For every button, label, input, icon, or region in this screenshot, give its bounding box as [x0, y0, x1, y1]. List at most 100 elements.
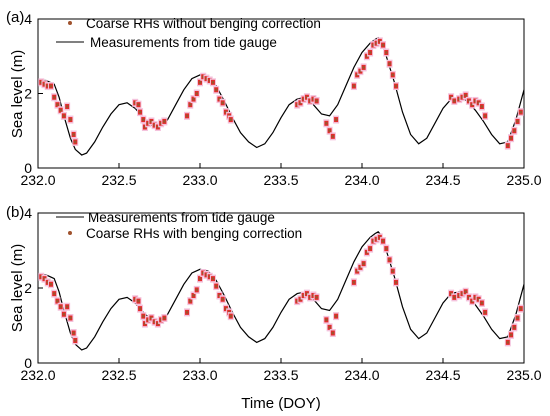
panel-b-data-point	[52, 292, 56, 296]
panel-b-data-point	[394, 280, 398, 284]
panel-a-y-tick-label: 2	[24, 86, 32, 102]
panel-a-plot-area: 232.0 232.5 233.0 233.5 234.0 234.5 235.0 0 2 4	[20, 11, 541, 188]
panel-b-data-point	[62, 312, 66, 316]
panel-b-y-tick-label: 2	[24, 280, 32, 296]
panel-b-x-tick-label: 233.5	[263, 367, 298, 383]
panel-b-x-tick-label: 235.0	[506, 367, 541, 383]
panel-a-label: (a)	[6, 9, 24, 26]
panel-a-data-point	[512, 129, 516, 133]
panel-b-data-point	[138, 307, 142, 311]
panel-b-data-point	[56, 299, 59, 303]
panel-a-data-point	[198, 80, 202, 84]
panel-a-x-tick-label: 232.5	[101, 172, 136, 188]
panel-b-series-line-tide-gauge	[38, 231, 525, 351]
panel-b-data-point	[509, 333, 513, 337]
panel-a-x-tick-label: 233.5	[263, 172, 298, 188]
panel-a-y-tick-label: 4	[24, 11, 32, 27]
panel-a-x-tick-label: 235.0	[506, 172, 541, 188]
panel-a-data-point	[464, 93, 468, 97]
panel-b-data-point	[334, 314, 338, 318]
panel-b-data-point	[229, 314, 233, 318]
panel-a-data-point	[362, 66, 366, 69]
panel-a-data-point	[137, 103, 140, 107]
panel-a-data-point	[195, 92, 199, 95]
panel-a-data-point	[506, 144, 510, 148]
panel-a-data-point	[509, 136, 513, 140]
panel-a-data-point	[62, 114, 66, 118]
panel-a-data-point	[73, 140, 77, 144]
panel-a-data-point	[211, 80, 215, 84]
panel-b-x-tick-label: 233.0	[182, 367, 217, 383]
panel-b: (b) Sea level (m) Time (DOY) 232.0 232.5 2…	[6, 204, 542, 412]
panel-a-data-point	[49, 84, 53, 88]
panel-b-data-point	[185, 310, 189, 314]
panel-a-series-line-tide-gauge	[38, 36, 525, 156]
panel-a-data-point	[162, 120, 166, 123]
panel-b-x-tick-label: 234.5	[425, 367, 460, 383]
panel-a-data-point	[381, 43, 385, 47]
panel-a-data-point	[214, 88, 218, 92]
panel-b-data-point	[388, 258, 391, 262]
panel-a-data-point	[192, 97, 195, 101]
panel-a-data-point	[138, 110, 142, 114]
panel-b-data-point	[483, 310, 487, 314]
panel-b-legend-label-line: Measurements from tide gauge	[88, 210, 275, 225]
panel-a-data-point	[221, 101, 225, 105]
panel-a-legend-marker-points	[68, 21, 72, 25]
panel-b-data-point	[324, 318, 328, 322]
panel-a-x-tick-label: 234.5	[425, 172, 460, 188]
panel-b-legend-label-points: Coarse RHs with benging correction	[86, 226, 302, 241]
panel-b-data-point	[211, 277, 215, 281]
panel-a-data-point	[519, 110, 523, 114]
panel-a-data-point	[384, 51, 388, 54]
panel-b-data-point	[198, 277, 202, 281]
panel-b-data-point	[73, 339, 77, 342]
panel-b-data-point	[464, 290, 468, 294]
panel-a-data-point	[65, 105, 69, 108]
panel-b-data-point	[480, 301, 484, 305]
panel-a-data-point	[72, 133, 76, 136]
panel-a-y-tick-label: 0	[24, 160, 32, 176]
panel-b-label: (b)	[6, 204, 24, 221]
panel-a-data-point	[516, 120, 519, 123]
panel-b-data-point	[519, 307, 523, 311]
panel-b-legend: Measurements from tide gauge Coarse RHs …	[56, 210, 302, 241]
panel-a-data-point	[141, 118, 145, 121]
panel-b-data-point	[315, 295, 319, 299]
panel-b-data-point	[195, 288, 199, 292]
panel-b-data-point	[214, 284, 218, 288]
panel-a-data-point	[315, 99, 319, 103]
panel-b-y-tick-label: 4	[24, 205, 32, 221]
panel-a-data-point	[483, 114, 487, 118]
panel-a-x-tick-label: 232.0	[20, 172, 55, 188]
panel-a-y-axis-title: Sea level (m)	[9, 50, 26, 138]
panel-a-data-point	[188, 103, 192, 107]
panel-a-x-tick-label: 233.0	[182, 172, 217, 188]
panel-b-data-point	[368, 247, 372, 251]
panel-b-data-point	[59, 305, 63, 309]
panel-b-plot-area: 232.0 232.5 233.0 233.5 234.0 234.5 235.0 0 2 4	[20, 205, 541, 383]
panel-a-x-tick-label: 234.0	[344, 172, 379, 188]
panel-a: (a) Sea level (m) 232.0 232.5 233.0 233.5 23…	[6, 9, 542, 188]
panel-b-y-axis-title: Sea level (m)	[9, 244, 26, 332]
panel-b-data-point	[362, 262, 366, 266]
panel-b-data-point	[49, 282, 53, 286]
panel-b-data-point	[188, 299, 192, 303]
panel-b-x-tick-label: 234.0	[344, 367, 379, 383]
panel-b-data-point	[384, 247, 388, 251]
panel-a-legend-label-points: Coarse RHs without benging correction	[86, 16, 321, 31]
panel-b-data-point	[69, 316, 72, 320]
panel-a-legend-label-line: Measurements from tide gauge	[90, 35, 277, 50]
panel-b-legend-marker-points	[68, 231, 72, 235]
panel-b-data-point	[192, 294, 195, 297]
panel-a-data-point	[324, 121, 328, 125]
panel-b-data-point	[352, 280, 356, 284]
panel-a-data-point	[69, 118, 72, 121]
panel-b-data-point	[221, 297, 225, 301]
panel-b-data-point	[137, 299, 140, 303]
panel-b-x-tick-label: 232.0	[20, 367, 55, 383]
panel-b-x-tick-label: 232.5	[101, 367, 136, 383]
panel-b-data-point	[452, 295, 456, 299]
panel-a-data-point	[229, 118, 233, 121]
